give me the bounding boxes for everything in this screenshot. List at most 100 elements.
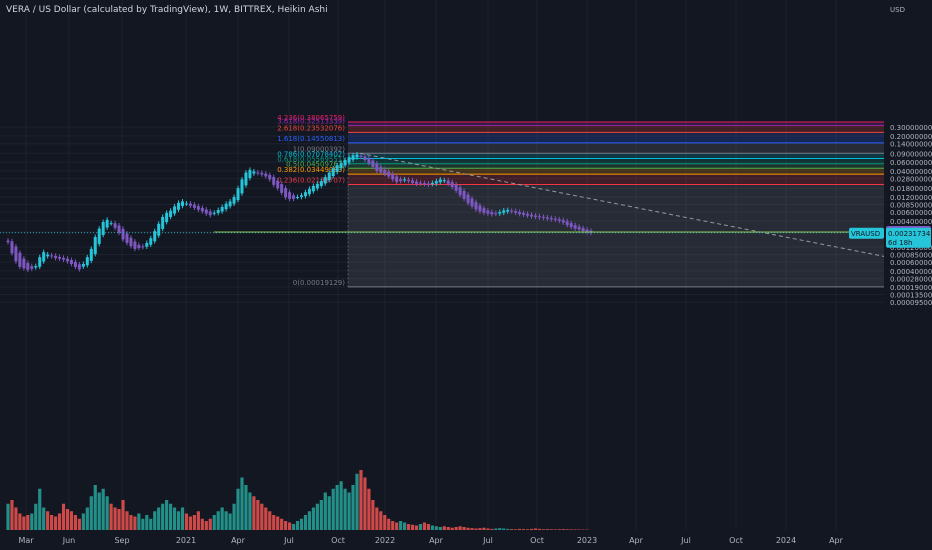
candle-body xyxy=(327,172,331,181)
candle-body xyxy=(359,155,363,157)
price-tick-label: 0.00850000 xyxy=(890,202,932,210)
fib-retracement[interactable]: 4.236(0.38065759)3.618(0.32513339)2.618(… xyxy=(277,114,884,288)
volume-bar xyxy=(494,528,498,530)
volume-bar xyxy=(347,492,351,530)
candle-body xyxy=(73,261,77,267)
candle-body xyxy=(450,182,454,188)
fib-level-label: 0.618(0.05569551) xyxy=(277,156,345,164)
candle-body xyxy=(109,223,113,225)
candle-body xyxy=(343,160,347,166)
candle-body xyxy=(502,210,506,213)
candle-body xyxy=(307,188,311,195)
volume-bar xyxy=(184,513,189,530)
volume-bar xyxy=(216,511,220,530)
candle-body xyxy=(518,211,522,214)
candle-body xyxy=(426,183,430,185)
candle-body xyxy=(133,241,137,249)
volume-bar xyxy=(272,515,276,530)
volume-bar xyxy=(557,529,561,530)
volume-bar xyxy=(256,500,260,530)
volume-bar xyxy=(391,521,395,530)
fib-level-label: 2.618(0.23532076) xyxy=(277,124,345,132)
volume-bar xyxy=(22,516,26,530)
volume-bar xyxy=(577,529,581,530)
volume-bar xyxy=(125,511,129,530)
candle-body xyxy=(161,216,165,229)
price-axis[interactable]: USD 0.300000000.200000000.140000000.09000… xyxy=(849,0,932,530)
time-tick-label: 2022 xyxy=(375,536,395,545)
fib-level-label: 1.618(0.14550813) xyxy=(277,135,345,143)
volume-bar xyxy=(232,503,236,530)
candle-body xyxy=(180,201,185,206)
candle-body xyxy=(240,179,244,194)
volume-bar xyxy=(85,507,89,530)
candle-body xyxy=(490,211,494,215)
candle-body xyxy=(101,222,105,235)
candle-body xyxy=(77,264,81,270)
candle-body xyxy=(62,257,66,260)
candle-body xyxy=(418,182,422,184)
candle-body xyxy=(188,203,192,206)
candle-body xyxy=(50,255,54,257)
volume-bar xyxy=(188,516,193,530)
candle-body xyxy=(407,179,411,182)
volume-bar xyxy=(268,511,272,530)
candle-body xyxy=(34,266,38,268)
candle-body xyxy=(530,214,534,217)
volume-bar xyxy=(97,492,101,530)
volume-bar xyxy=(371,500,375,530)
candle-body xyxy=(339,162,343,169)
candle-body xyxy=(236,188,240,201)
volume-bar xyxy=(101,488,105,530)
volume-bar xyxy=(10,500,14,530)
candle-body xyxy=(113,223,117,228)
volume-bar xyxy=(395,522,399,530)
candle-body xyxy=(177,202,181,210)
volume-bar xyxy=(77,518,81,530)
candle-body xyxy=(367,158,371,164)
volume-bar xyxy=(113,507,117,530)
candle-body xyxy=(466,194,470,204)
volume-bar xyxy=(57,513,62,530)
candle-series[interactable] xyxy=(6,152,593,273)
grid-layer xyxy=(0,0,884,530)
fib-zone xyxy=(348,121,884,126)
candle-body xyxy=(565,221,569,226)
price-tick-label: 0.01200000 xyxy=(890,194,932,202)
volume-bar xyxy=(264,507,268,530)
volume-bar xyxy=(510,529,514,530)
time-axis[interactable]: Mar Jun Sep 2021 Apr Jul Oct 2022 Apr Jul Oct 2023 A… xyxy=(0,530,932,550)
time-tick-label: 2024 xyxy=(776,536,796,545)
candle-body xyxy=(184,203,188,205)
volume-bar xyxy=(565,529,569,530)
candle-body xyxy=(69,260,73,264)
price-tick-label: 0.09000000 xyxy=(890,150,932,158)
volume-bar xyxy=(553,529,557,530)
candle-body xyxy=(363,156,367,161)
candle-body xyxy=(470,198,474,207)
price-tick-label: 0.00019000 xyxy=(890,284,932,292)
volume-bar xyxy=(291,524,296,530)
volume-bar xyxy=(65,509,70,530)
volume-bar xyxy=(351,485,355,530)
volume-bar xyxy=(224,511,228,530)
candle-body xyxy=(414,181,419,184)
candle-body xyxy=(438,179,442,183)
volume-bar xyxy=(176,511,181,530)
candle-body xyxy=(506,210,510,212)
volume-bar xyxy=(73,515,78,530)
candle-body xyxy=(514,211,518,213)
time-tick-label: 2021 xyxy=(176,536,196,545)
candle-body xyxy=(355,154,359,158)
volume-bar xyxy=(454,527,458,530)
chart-title: VERA / US Dollar (calculated by TradingV… xyxy=(6,5,328,15)
candle-body xyxy=(272,177,276,185)
volume-bar xyxy=(93,485,97,530)
drawing-overlays[interactable] xyxy=(0,152,885,257)
candle-body xyxy=(549,218,553,220)
time-tick-label: Jul xyxy=(283,536,294,545)
candle-body xyxy=(18,252,22,267)
volume-bar xyxy=(387,518,391,530)
